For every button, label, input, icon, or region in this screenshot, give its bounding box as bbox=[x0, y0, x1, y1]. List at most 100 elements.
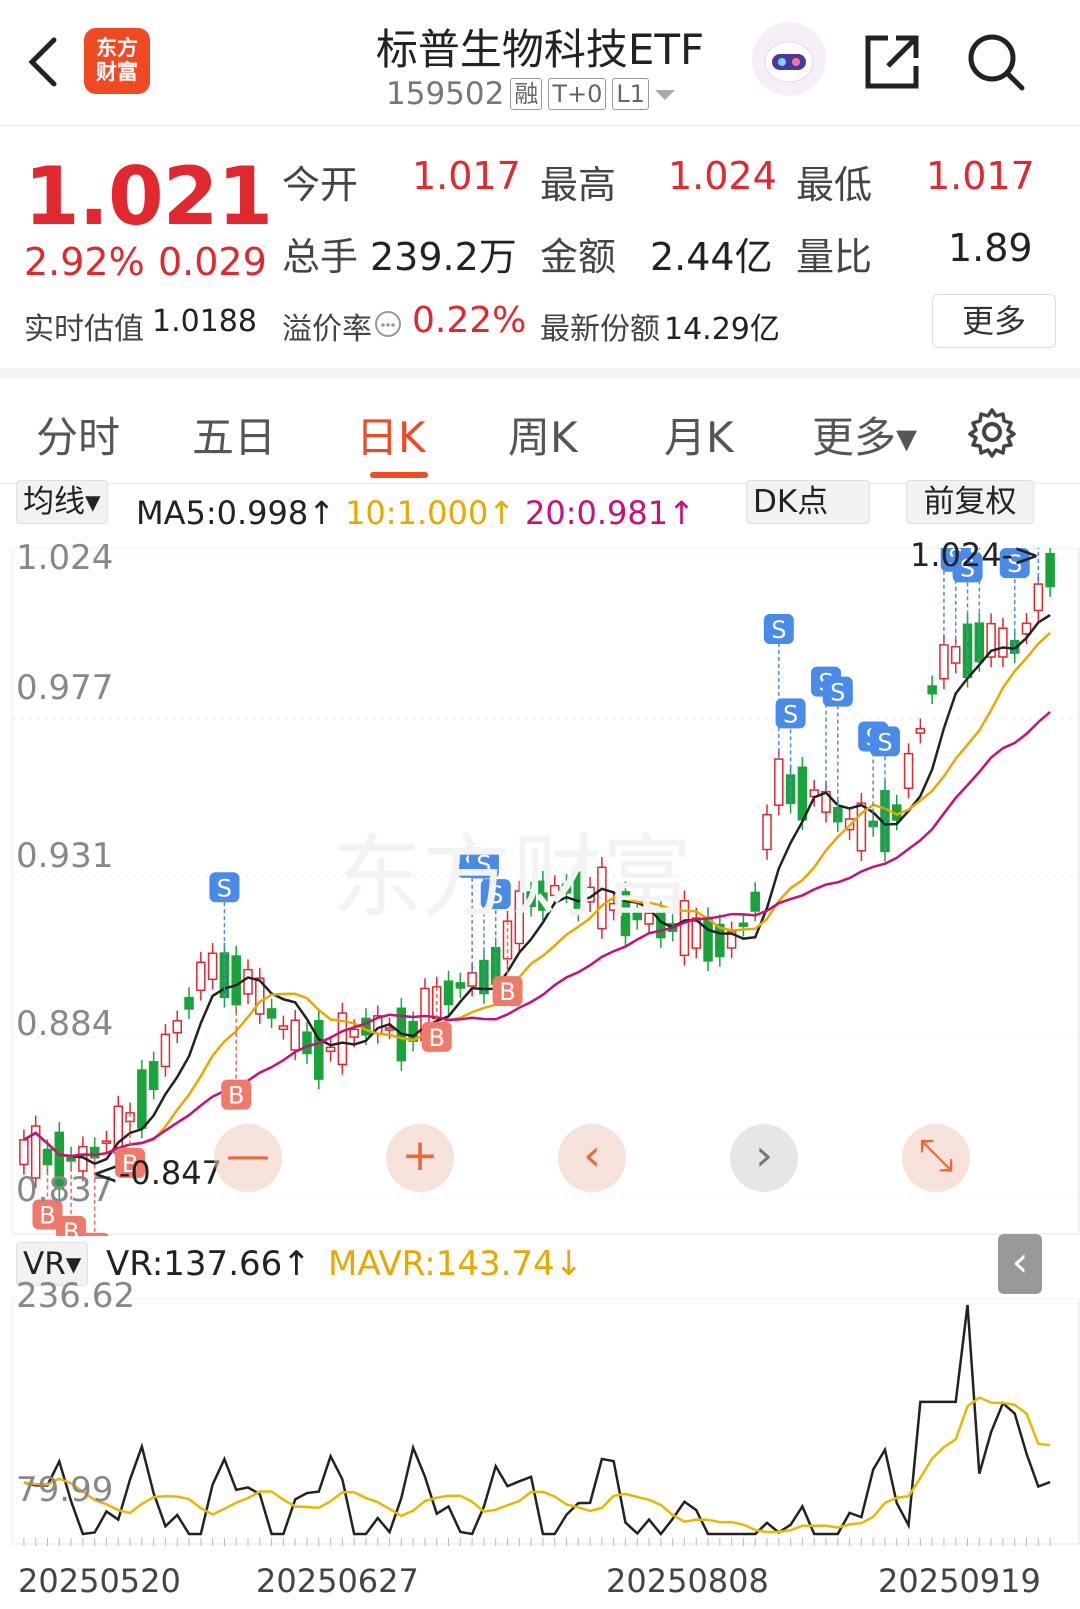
adjust-dropdown[interactable]: 前复权 bbox=[906, 480, 1034, 524]
candle-body bbox=[455, 982, 466, 989]
t0-tag: T+0 bbox=[548, 78, 607, 110]
volume-label: 总手 bbox=[282, 235, 359, 279]
search-icon[interactable] bbox=[964, 30, 1028, 94]
scroll-right-button[interactable]: › bbox=[730, 1124, 798, 1192]
signal-letter: B bbox=[63, 1218, 79, 1236]
price-axis-label-2: 0.977 bbox=[16, 668, 114, 708]
tab-monthly-k[interactable]: 月K bbox=[664, 413, 734, 462]
candle-body bbox=[54, 1131, 65, 1190]
gear-icon[interactable] bbox=[966, 406, 1018, 458]
candle-body bbox=[196, 961, 206, 991]
tab-five-day[interactable]: 五日 bbox=[192, 413, 277, 462]
candle-body bbox=[207, 952, 218, 981]
sell-signal: S bbox=[209, 872, 240, 998]
candle-body bbox=[184, 996, 194, 1010]
vr-chart[interactable] bbox=[12, 1298, 1080, 1546]
iopv-value: 1.0188 bbox=[152, 304, 257, 339]
sell-signal: S bbox=[952, 552, 983, 678]
signal-badge bbox=[480, 879, 511, 910]
candle-body bbox=[549, 884, 560, 897]
candle-body bbox=[597, 866, 607, 930]
sell-signal: S bbox=[978, 548, 981, 662]
tab-intraday[interactable]: 分时 bbox=[36, 413, 121, 462]
info-icon[interactable] bbox=[374, 310, 402, 338]
signal-badge bbox=[952, 552, 983, 583]
chart-frame bbox=[12, 548, 1080, 1235]
buy-signal: B bbox=[221, 1004, 252, 1110]
robot-assistant-icon[interactable] bbox=[752, 22, 826, 96]
min-price-marker: <-0.847 bbox=[92, 1154, 222, 1192]
amount-value: 2.44亿 bbox=[650, 235, 773, 279]
ma-dropdown[interactable]: 均线▾ bbox=[16, 480, 108, 524]
sell-signal: S bbox=[763, 614, 794, 760]
candle-body bbox=[514, 890, 525, 945]
candle-body bbox=[856, 802, 867, 852]
signal-badge bbox=[80, 1232, 109, 1236]
candle-body bbox=[243, 968, 253, 995]
low-label: 最低 bbox=[796, 163, 873, 207]
tab-more[interactable]: 更多▾ bbox=[812, 413, 918, 462]
fullscreen-button[interactable]: ⤡ bbox=[902, 1124, 970, 1192]
candle-body bbox=[750, 891, 760, 912]
kline-chart[interactable]: BBBBSBBSSSBSSSSSSSSSSSS东方财富 bbox=[12, 548, 1080, 1236]
candle-body bbox=[255, 977, 265, 1015]
candle-body bbox=[66, 1156, 76, 1162]
zoom-out-button[interactable]: — bbox=[214, 1124, 282, 1192]
candle-body bbox=[703, 916, 713, 962]
active-tab-underline bbox=[370, 472, 428, 478]
candle-body bbox=[1021, 622, 1032, 635]
candle-body bbox=[620, 891, 631, 937]
collapse-panel-button[interactable]: ‹ bbox=[998, 1234, 1042, 1294]
back-icon[interactable] bbox=[22, 34, 62, 90]
change-pct: 2.92% bbox=[24, 240, 145, 284]
candle-body bbox=[774, 758, 784, 806]
date-label-1: 20250520 bbox=[18, 1562, 181, 1600]
security-code-row[interactable]: 159502 融 T+0 L1 bbox=[386, 76, 679, 112]
zoom-in-button[interactable]: + bbox=[386, 1124, 454, 1192]
vr-header: VR▾ VR:137.66↑ MAVR:143.74↓ ‹ bbox=[0, 1234, 1080, 1294]
premium-label: 溢价率 bbox=[282, 312, 372, 347]
sell-signal: S bbox=[999, 548, 1030, 654]
candle-body bbox=[160, 1033, 171, 1068]
dk-point-dropdown[interactable]: DK点 bbox=[746, 480, 870, 524]
candle-body bbox=[915, 727, 926, 734]
scroll-left-button[interactable]: ‹ bbox=[558, 1124, 626, 1192]
buy-signal: B bbox=[421, 986, 452, 1052]
iopv-label: 实时估值 bbox=[24, 312, 144, 347]
share-icon[interactable] bbox=[862, 30, 924, 92]
amount-label: 金额 bbox=[540, 235, 617, 279]
more-button[interactable]: 更多 bbox=[932, 294, 1056, 348]
level-tag: L1 bbox=[612, 78, 650, 110]
signal-letter: S bbox=[488, 881, 503, 909]
ma10-value: 10:1.000↑ bbox=[345, 494, 515, 532]
price-axis-label-1: 1.024 bbox=[16, 538, 114, 578]
signal-letter: S bbox=[877, 728, 892, 756]
ratio-label: 量比 bbox=[796, 235, 873, 279]
app-logo: 东方 财富 bbox=[84, 28, 150, 94]
candle-body bbox=[266, 1008, 277, 1019]
sell-signal: S bbox=[943, 548, 945, 645]
low-value: 1.017 bbox=[926, 154, 1035, 198]
header: 东方 财富 标普生物科技ETF 159502 融 T+0 L1 bbox=[0, 0, 1080, 126]
candle-body bbox=[1033, 583, 1044, 612]
open-label: 今开 bbox=[282, 163, 359, 207]
vr-dropdown[interactable]: VR▾ bbox=[16, 1242, 89, 1286]
signal-letter: B bbox=[86, 1235, 102, 1236]
signal-letter: B bbox=[499, 978, 515, 1006]
mavr-value: MAVR:143.74↓ bbox=[328, 1244, 584, 1284]
candle-body bbox=[903, 752, 914, 789]
shares-value: 14.29亿 bbox=[664, 312, 780, 347]
signal-letter: S bbox=[771, 616, 786, 644]
chevron-down-icon bbox=[655, 90, 676, 100]
signal-badge bbox=[763, 614, 794, 645]
ma5-value: MA5:0.998↑ bbox=[136, 494, 336, 532]
date-axis: 20250520 20250627 20250808 20250919 bbox=[0, 1548, 1080, 1608]
page-title: 标普生物科技ETF bbox=[375, 25, 705, 74]
tab-daily-k[interactable]: 日K bbox=[356, 413, 426, 462]
candle-body bbox=[927, 685, 937, 695]
vr-frame bbox=[12, 1298, 1080, 1545]
ma20-line bbox=[23, 710, 1051, 1158]
tab-weekly-k[interactable]: 周K bbox=[508, 413, 578, 462]
buy-signal: B bbox=[492, 921, 523, 1007]
shares-label: 最新份额 bbox=[540, 312, 660, 347]
